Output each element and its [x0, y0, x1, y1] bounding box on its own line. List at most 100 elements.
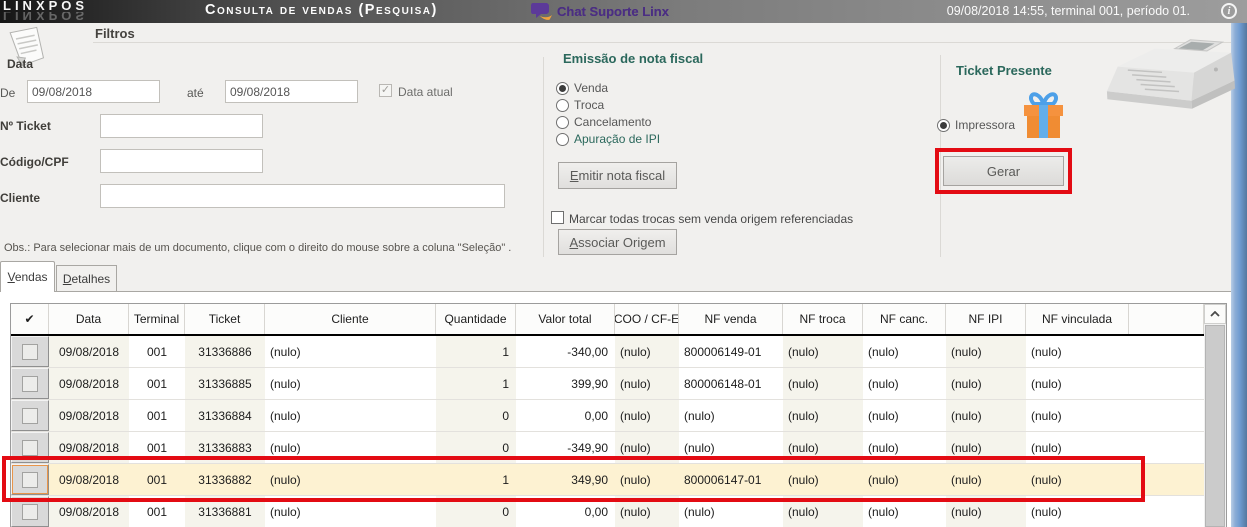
table-row[interactable]: 09/08/2018 001 31336885 (nulo) 1 399,90 (nulo)… [11, 368, 1204, 400]
gerar-button[interactable]: Gerar [943, 156, 1064, 186]
cell-valor_total: 399,90 [571, 376, 608, 391]
cell-quantidade: 1 [436, 368, 516, 399]
cell-filler [1129, 336, 1204, 367]
emitir-nota-fiscal-button[interactable]: Emitir nota fiscal [558, 162, 677, 189]
chat-suporte-link[interactable]: Chat Suporte Linx [557, 4, 669, 19]
emissao-heading: Emissão de nota fiscal [563, 51, 704, 66]
cell-filler [1129, 368, 1204, 399]
cell-terminal: 001 [129, 464, 185, 495]
table-row[interactable]: 09/08/2018 001 31336884 (nulo) 0 0,00 (nulo) (n… [11, 400, 1204, 432]
row-select-checkbox[interactable] [11, 400, 49, 431]
column-header-select[interactable]: ✔ [11, 304, 49, 334]
cell-valor_total: 349,90 [516, 464, 615, 495]
checkbox-square [22, 503, 38, 520]
row-select-checkbox[interactable] [11, 336, 49, 367]
impressora-radio-row[interactable]: Impressora [937, 118, 1015, 132]
emissao-radio-troca[interactable]: Troca [556, 98, 604, 112]
tab-detalhes[interactable]: Detalhes [56, 265, 117, 291]
data-group-label: Data [7, 57, 34, 71]
marcar-trocas-checkbox[interactable] [551, 211, 564, 224]
top-bar: LINXPOS LINXPOS Consulta de vendas (Pesq… [0, 0, 1247, 23]
date-from-input[interactable] [27, 80, 160, 103]
column-header-nf_venda[interactable]: NF venda [679, 304, 783, 334]
cell-nf_troca: (nulo) [783, 400, 863, 431]
emissao-radio-cancelamento[interactable]: Cancelamento [556, 115, 651, 129]
filters-paper-icon [9, 26, 45, 67]
cell-cliente: (nulo) [265, 464, 436, 495]
cell-terminal: 001 [146, 344, 168, 359]
window-right-edge [1231, 23, 1247, 527]
codigo-cpf-input[interactable] [100, 149, 263, 173]
chat-bubble-icon[interactable] [531, 2, 553, 21]
impressora-radio[interactable] [937, 118, 950, 132]
column-header-nf_troca[interactable]: NF troca [783, 304, 863, 334]
impressora-label: Impressora [955, 118, 1016, 132]
emissao-radio-venda[interactable]: Venda [556, 81, 608, 95]
column-header-nf_canc[interactable]: NF canc. [863, 304, 946, 334]
cell-coo_cfe: (nulo) [615, 400, 679, 431]
cell-nf_troca: (nulo) [783, 464, 863, 495]
radio-button[interactable] [556, 81, 569, 95]
radio-button[interactable] [556, 98, 569, 112]
cell-quantidade: 1 [436, 336, 516, 367]
ate-label: até [187, 86, 204, 100]
column-header-nf_ipi[interactable]: NF IPI [946, 304, 1026, 334]
radio-button[interactable] [556, 115, 569, 129]
logo-reflection: LINXPOS [3, 12, 89, 21]
column-header-cliente[interactable]: Cliente [265, 304, 436, 334]
cell-nf_venda: (nulo) [684, 504, 715, 519]
radio-button[interactable] [556, 132, 569, 146]
cliente-input[interactable] [100, 184, 505, 208]
cell-valor_total: 0,00 [584, 408, 608, 423]
cell-terminal: 001 [146, 440, 168, 455]
cell-valor_total: -349,90 [567, 440, 608, 455]
window-title: Consulta de vendas (Pesquisa) [205, 2, 438, 18]
cell-nf_troca: (nulo) [783, 368, 863, 399]
cell-nf_ipi: (nulo) [946, 432, 1026, 463]
grid-header-row: ✔ Data Terminal Ticket Cliente Quantidade Valo… [11, 304, 1204, 334]
cell-nf_ipi: (nulo) [946, 400, 1026, 431]
associar-origem-button[interactable]: Associar Origem [558, 229, 677, 255]
annotation-rectangle-gerar [935, 148, 1072, 194]
emissao-radio-apura-o-de-ipi[interactable]: Apuração de IPI [556, 132, 660, 146]
column-header-coo_cfe[interactable]: COO / CF-E [615, 304, 679, 334]
linxpos-logo: LINXPOS LINXPOS [3, 0, 88, 21]
ticket-input[interactable] [100, 114, 263, 138]
column-header-valor_total[interactable]: Valor total [516, 304, 615, 334]
table-row[interactable]: 09/08/2018 001 31336882 (nulo) 1 349,90 (nulo)… [11, 464, 1204, 496]
cell-nf_vinculada: (nulo) [1031, 408, 1062, 423]
column-header-nf_vinculada[interactable]: NF vinculada [1026, 304, 1129, 334]
tab-vendas[interactable]: Vendas [0, 261, 55, 292]
cell-data: 09/08/2018 [49, 464, 129, 495]
cell-coo_cfe: (nulo) [615, 464, 679, 495]
table-row[interactable]: 09/08/2018 001 31336886 (nulo) 1 -340,00 (nulo… [11, 336, 1204, 368]
cell-cliente: (nulo) [270, 376, 301, 391]
cell-nf_canc: (nulo) [868, 408, 899, 423]
tab-strip-line [0, 291, 1231, 292]
cell-ticket: 31336886 [185, 336, 265, 367]
scrollbar-up-arrow[interactable] [1204, 304, 1226, 324]
cell-nf_venda: 800006148-01 [684, 376, 762, 391]
row-select-checkbox[interactable] [11, 368, 49, 399]
scrollbar-thumb[interactable] [1205, 325, 1225, 527]
column-header-quantidade[interactable]: Quantidade [436, 304, 516, 334]
cash-register-illustration [1106, 39, 1235, 109]
date-to-input[interactable] [225, 80, 358, 103]
checkbox-square [22, 407, 38, 424]
radio-label: Troca [574, 98, 605, 112]
de-label: De [0, 86, 16, 100]
column-header-data[interactable]: Data [49, 304, 129, 334]
filters-heading: Filtros [95, 26, 135, 41]
cell-nf_venda: (nulo) [684, 440, 715, 455]
tab-label: Vendas [7, 270, 48, 284]
column-header-ticket[interactable]: Ticket [185, 304, 265, 334]
info-icon[interactable]: i [1221, 3, 1237, 19]
column-header-empty[interactable] [1129, 304, 1204, 334]
vertical-scrollbar[interactable] [1204, 304, 1226, 527]
session-info: 09/08/2018 14:55, terminal 001, período … [946, 4, 1190, 18]
cell-nf_vinculada: (nulo) [1026, 464, 1129, 495]
cell-nf_vinculada: (nulo) [1031, 344, 1062, 359]
row-select-checkbox[interactable] [11, 464, 49, 495]
data-atual-checkbox[interactable]: ✓ [379, 84, 392, 97]
column-header-terminal[interactable]: Terminal [129, 304, 185, 334]
